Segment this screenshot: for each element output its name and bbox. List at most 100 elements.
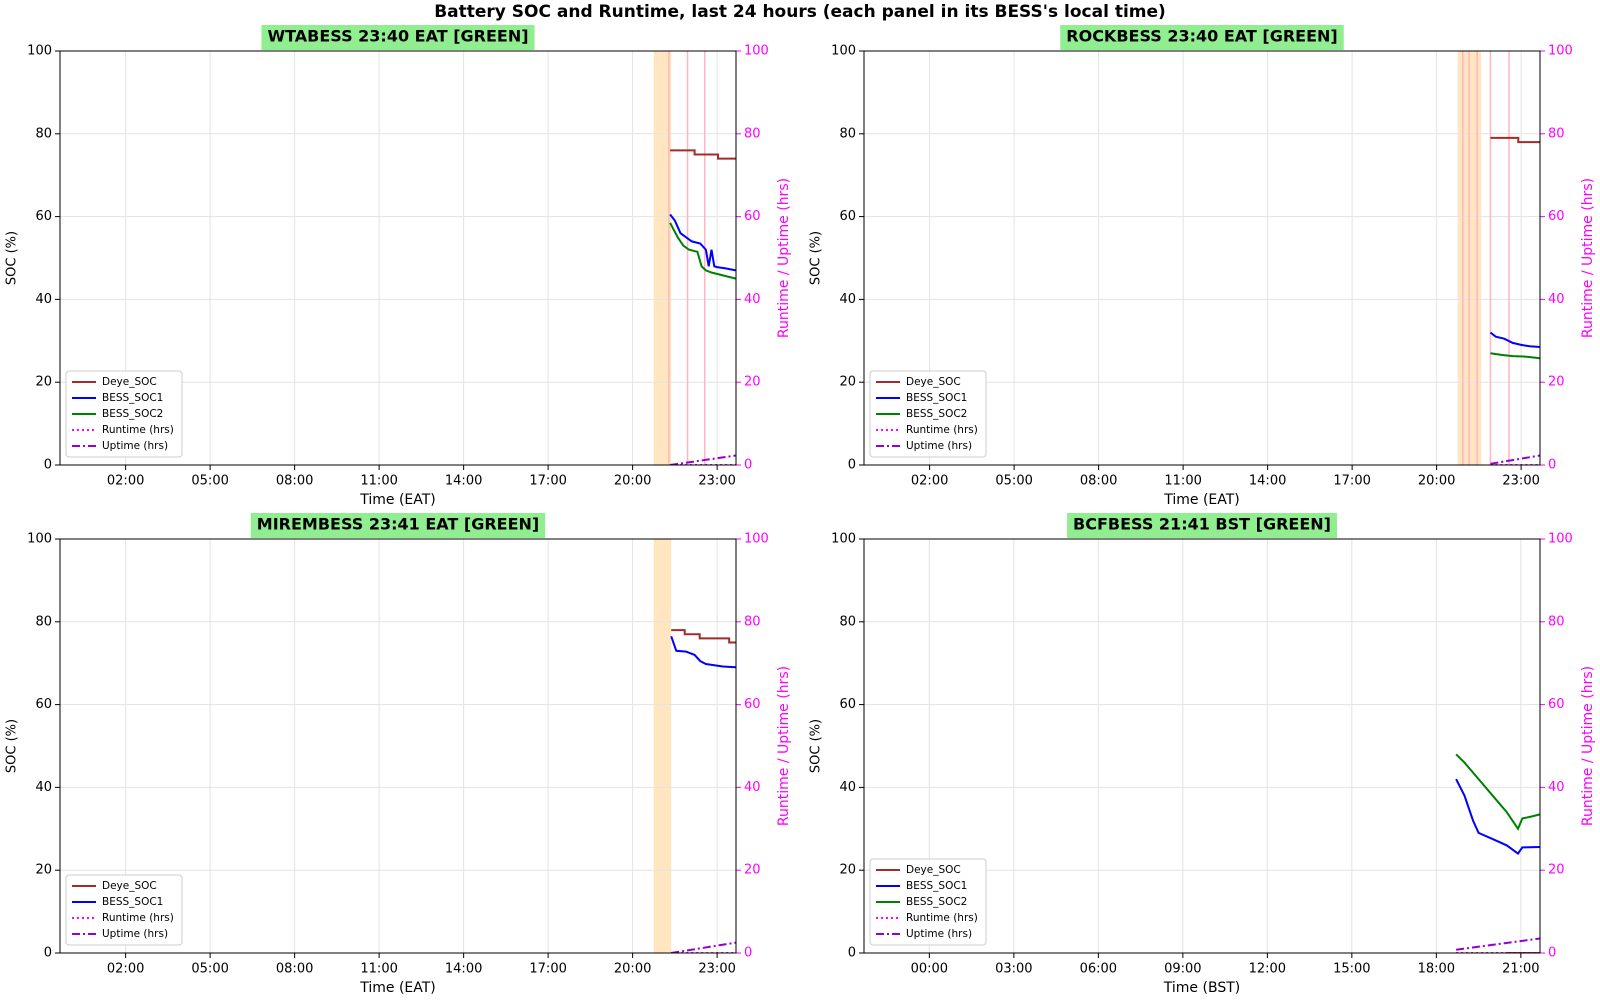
y2-tick-label: 0 — [1548, 946, 1556, 961]
legend-label: Deye_SOC — [906, 864, 961, 876]
y2-tick-label: 0 — [744, 946, 752, 961]
x-tick-label: 23:00 — [1502, 474, 1539, 489]
x-tick-label: 14:00 — [445, 962, 482, 977]
y-tick-label: 40 — [35, 292, 52, 307]
x-tick-label: 02:00 — [107, 962, 144, 977]
panel-title: WTABESS 23:40 EAT [GREEN] — [267, 27, 528, 46]
x-tick-label: 08:00 — [276, 962, 313, 977]
series-line — [670, 635, 736, 669]
y-tick-label: 40 — [839, 780, 856, 795]
y-tick-label: 20 — [839, 375, 856, 390]
y2-tick-label: 20 — [744, 375, 761, 390]
legend-label: Runtime (hrs) — [906, 912, 978, 924]
legend-label: Uptime (hrs) — [906, 440, 972, 452]
x-tick-label: 11:00 — [360, 962, 397, 977]
y2-tick-label: 40 — [1548, 292, 1565, 307]
y2-tick-label: 60 — [1548, 209, 1565, 224]
legend-label: Uptime (hrs) — [102, 928, 168, 940]
y2-tick-label: 20 — [1548, 863, 1565, 878]
y-tick-label: 100 — [831, 532, 856, 547]
y2-tick-label: 20 — [1548, 375, 1565, 390]
x-tick-label: 17:00 — [529, 474, 566, 489]
x-tick-label: 15:00 — [1333, 962, 1370, 977]
y2-tick-label: 100 — [744, 532, 769, 547]
y-tick-label: 40 — [839, 292, 856, 307]
legend-box — [65, 874, 183, 946]
y-tick-label: 100 — [27, 44, 52, 59]
y-tick-label: 60 — [35, 697, 52, 712]
y2-axis-label: Runtime / Uptime (hrs) — [1580, 666, 1596, 826]
panel-title: BCFBESS 21:41 BST [GREEN] — [1073, 515, 1331, 534]
plot-frame — [863, 50, 1541, 466]
y-tick-label: 0 — [848, 946, 856, 961]
legend-label: Uptime (hrs) — [102, 440, 168, 452]
y2-tick-label: 40 — [1548, 780, 1565, 795]
y-tick-label: 80 — [35, 126, 52, 141]
legend-label: BESS_SOC1 — [102, 392, 163, 404]
x-axis-label: Time (EAT) — [359, 980, 436, 996]
y2-tick-label: 0 — [744, 458, 752, 473]
y-axis-label: SOC (%) — [5, 231, 20, 285]
y-tick-label: 80 — [839, 614, 856, 629]
series-line — [669, 213, 736, 272]
legend-label: Uptime (hrs) — [906, 928, 972, 940]
y-tick-label: 80 — [35, 614, 52, 629]
legend-label: Runtime (hrs) — [906, 424, 978, 436]
x-tick-label: 05:00 — [191, 474, 228, 489]
x-tick-label: 02:00 — [107, 474, 144, 489]
y2-tick-label: 0 — [1548, 458, 1556, 473]
series-line — [1489, 331, 1540, 348]
series-line — [1455, 937, 1540, 951]
legend-label: BESS_SOC1 — [102, 896, 163, 908]
legend-label: Deye_SOC — [102, 376, 157, 388]
x-tick-label: 08:00 — [276, 474, 313, 489]
legend-label: BESS_SOC2 — [906, 896, 967, 908]
y2-tick-label: 40 — [744, 780, 761, 795]
panel-title-bg — [250, 513, 546, 538]
legend-label: Deye_SOC — [102, 880, 157, 892]
x-tick-label: 23:00 — [698, 962, 735, 977]
legend-label: BESS_SOC1 — [906, 392, 967, 404]
legend-label: BESS_SOC2 — [102, 408, 163, 420]
x-tick-label: 17:00 — [1333, 474, 1370, 489]
series-line — [671, 629, 736, 644]
plot-frame — [863, 538, 1541, 954]
x-tick-label: 12:00 — [1249, 962, 1286, 977]
y-tick-label: 0 — [44, 458, 52, 473]
y-axis-label: SOC (%) — [809, 719, 824, 773]
x-tick-label: 23:00 — [698, 474, 735, 489]
y-tick-label: 0 — [44, 946, 52, 961]
legend-label: Runtime (hrs) — [102, 912, 174, 924]
plot-lines — [1489, 136, 1540, 465]
legend-label: Deye_SOC — [906, 376, 961, 388]
plot-frame — [59, 538, 737, 954]
outage-span — [653, 539, 672, 953]
y2-tick-label: 100 — [1548, 532, 1573, 547]
y-axis-label: SOC (%) — [809, 231, 824, 285]
plot-frame — [59, 50, 737, 466]
legend-label: BESS_SOC2 — [906, 408, 967, 420]
panel-title-bg — [1060, 25, 1344, 50]
y2-tick-label: 40 — [744, 292, 761, 307]
y2-axis-label: Runtime / Uptime (hrs) — [776, 178, 792, 338]
y2-tick-label: 80 — [1548, 614, 1565, 629]
plot-lines — [670, 629, 736, 953]
y-axis-label: SOC (%) — [5, 719, 20, 773]
y2-axis-label: Runtime / Uptime (hrs) — [1580, 178, 1596, 338]
series-line — [671, 941, 736, 953]
x-tick-label: 17:00 — [529, 962, 566, 977]
x-tick-label: 03:00 — [995, 962, 1032, 977]
series-line — [1490, 136, 1540, 144]
x-tick-label: 06:00 — [1080, 962, 1117, 977]
legend-box — [869, 858, 987, 946]
y-tick-label: 100 — [831, 44, 856, 59]
y-tick-label: 60 — [35, 209, 52, 224]
y2-tick-label: 80 — [744, 126, 761, 141]
series-line — [669, 222, 736, 280]
x-tick-label: 20:00 — [614, 474, 651, 489]
x-tick-label: 11:00 — [360, 474, 397, 489]
x-tick-label: 09:00 — [1164, 962, 1201, 977]
y2-tick-label: 80 — [1548, 126, 1565, 141]
x-tick-label: 11:00 — [1164, 474, 1201, 489]
